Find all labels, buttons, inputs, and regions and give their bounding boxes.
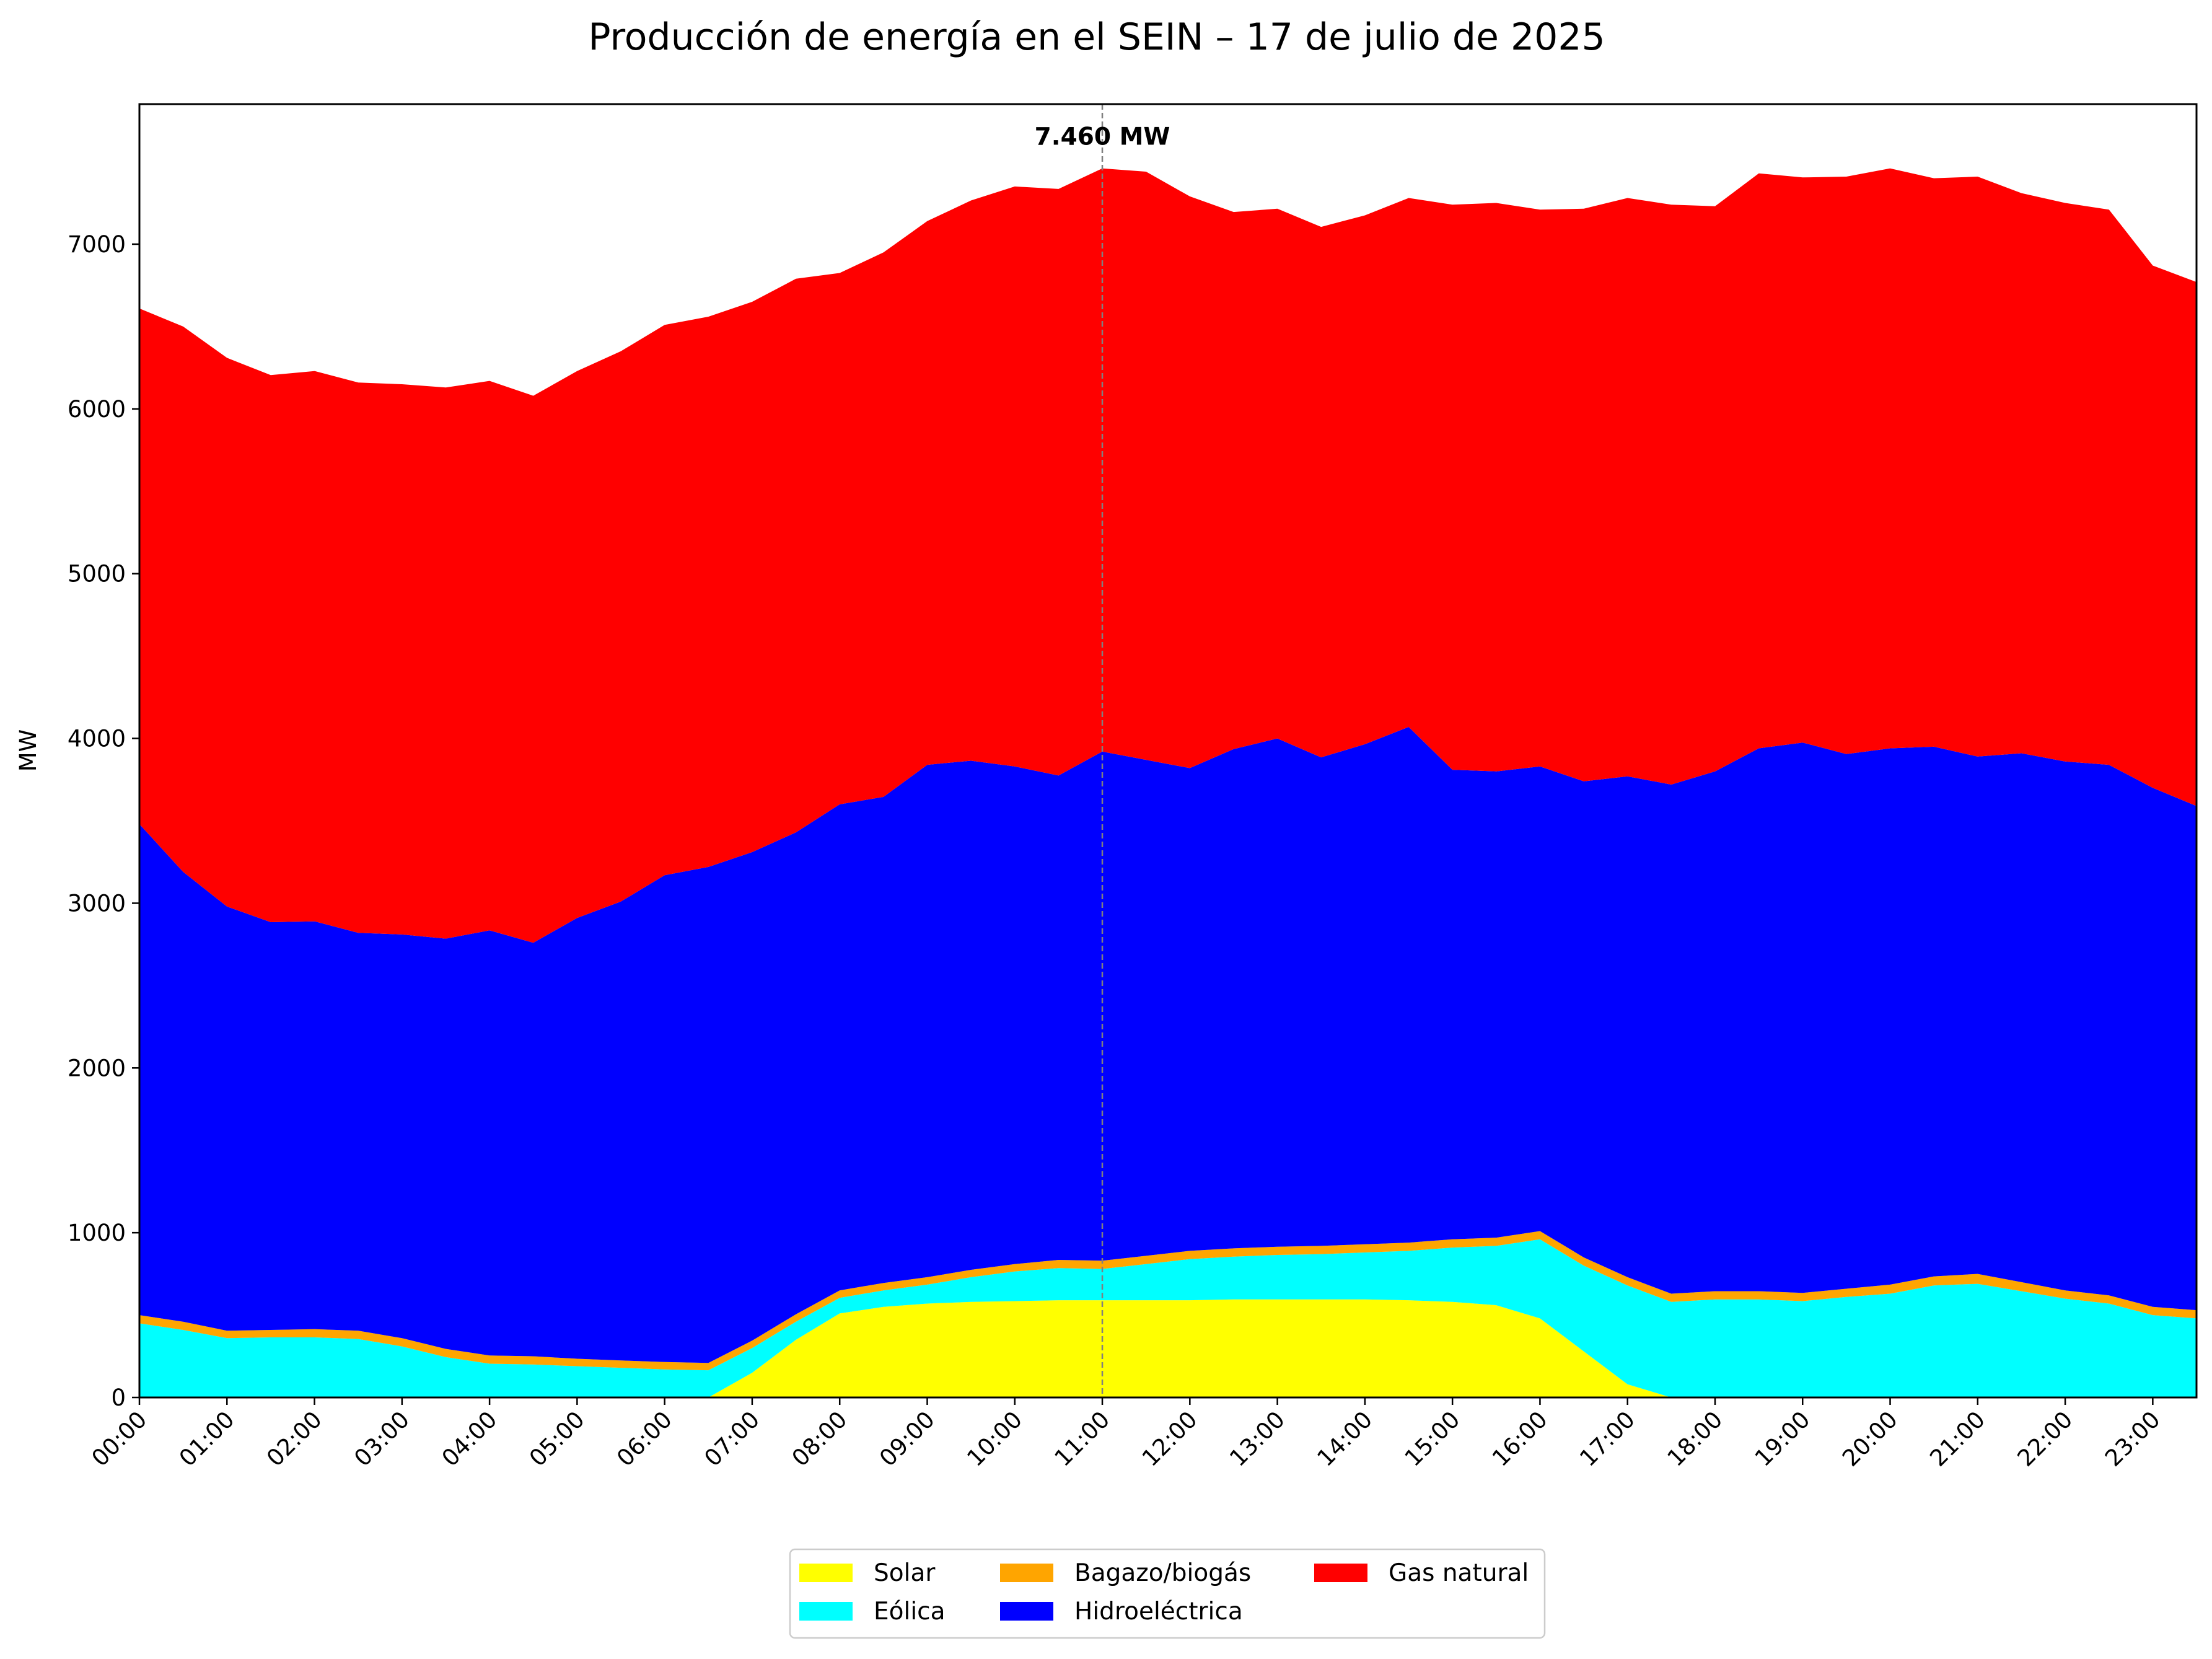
y-tick-label: 3000	[68, 890, 126, 917]
y-tick-label: 2000	[68, 1055, 126, 1081]
y-tick-label: 7000	[68, 231, 126, 258]
legend-label-gas-natural: Gas natural	[1389, 1559, 1529, 1587]
legend-label-solar: Solar	[874, 1559, 936, 1587]
legend-label-bagazo-biogas: Bagazo/biogás	[1074, 1559, 1251, 1587]
peak-label: 7.460 MW	[1035, 123, 1170, 151]
chart-title: Producción de energía en el SEIN – 17 de…	[588, 15, 1605, 59]
legend: Solar Eólica Bagazo/biogás Hidroeléctrica Ga…	[789, 1548, 1546, 1639]
plot-frame	[138, 103, 2198, 1399]
area-solar	[139, 1299, 2197, 1397]
legend-swatch-hidroelectrica	[1000, 1602, 1053, 1621]
y-axis: 0 1000 2000 3000 4000 5000 6000 7000	[68, 231, 139, 1411]
area-eolica	[139, 1239, 2197, 1397]
legend-label-hidroelectrica: Hidroeléctrica	[1074, 1598, 1243, 1626]
legend-swatch-solar	[799, 1564, 853, 1582]
y-tick-label: 4000	[68, 726, 126, 752]
area-gas-natural	[139, 168, 2197, 943]
area-hidroelectrica	[139, 727, 2197, 1363]
y-axis-label: MW	[15, 729, 42, 772]
legend-swatch-eolica	[799, 1602, 853, 1621]
legend-swatch-gas-natural	[1314, 1564, 1367, 1582]
legend-label-eolica: Eólica	[874, 1598, 946, 1626]
area-bagazo-biogas	[139, 1231, 2197, 1371]
legend-swatch-bagazo-biogas	[1000, 1564, 1053, 1582]
y-tick-label: 0	[111, 1384, 126, 1411]
y-tick-label: 6000	[68, 396, 126, 423]
y-tick-label: 5000	[68, 561, 126, 587]
areas-layer	[139, 168, 2197, 1397]
y-tick-label: 1000	[68, 1220, 126, 1246]
annotation-layer: 7.460 MW	[1035, 104, 1170, 1397]
